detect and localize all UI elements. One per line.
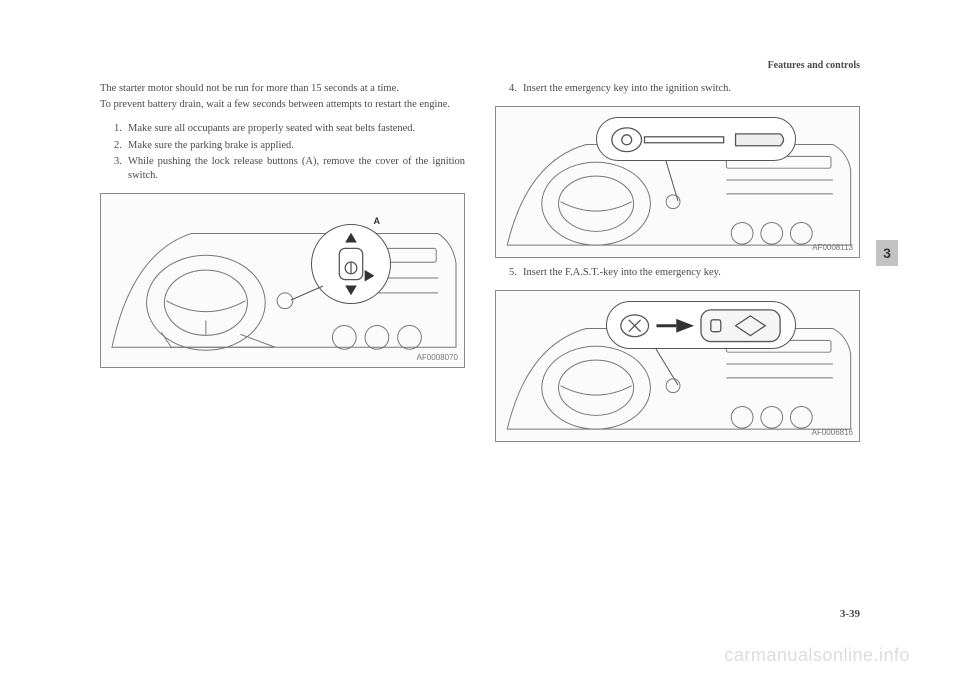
list-number: 1. bbox=[114, 122, 128, 136]
figure-code: AF0008070 bbox=[417, 353, 458, 364]
dashboard-illustration-icon bbox=[101, 194, 464, 367]
list-text: Make sure all occupants are properly sea… bbox=[128, 122, 465, 136]
callout-circle: A bbox=[311, 224, 391, 304]
callout-box bbox=[596, 117, 796, 161]
watermark: carmanualsonline.info bbox=[724, 645, 910, 666]
figure-code: AF0006816 bbox=[812, 428, 853, 439]
instruction-list: 5. Insert the F.A.S.T.-key into the emer… bbox=[495, 266, 860, 280]
list-text: While pushing the lock release buttons (… bbox=[128, 155, 465, 183]
paragraph: To prevent battery drain, wait a few sec… bbox=[100, 98, 465, 112]
emergency-key-icon bbox=[597, 118, 795, 162]
ignition-switch-icon bbox=[312, 225, 390, 303]
list-number: 2. bbox=[114, 139, 128, 153]
left-column: The starter motor should not be run for … bbox=[100, 82, 465, 450]
list-item: 2. Make sure the parking brake is applie… bbox=[114, 139, 465, 153]
list-number: 3. bbox=[114, 155, 128, 183]
content-columns: The starter motor should not be run for … bbox=[100, 82, 860, 450]
callout-label: A bbox=[374, 215, 381, 227]
section-header: Features and controls bbox=[768, 60, 860, 71]
chapter-tab: 3 bbox=[876, 240, 898, 266]
callout-box bbox=[606, 301, 796, 349]
figure-ignition-cover: A AF0008070 bbox=[100, 193, 465, 368]
list-item: 3. While pushing the lock release button… bbox=[114, 155, 465, 183]
list-text: Make sure the parking brake is applied. bbox=[128, 139, 465, 153]
right-column: 4. Insert the emergency key into the ign… bbox=[495, 82, 860, 450]
paragraph: The starter motor should not be run for … bbox=[100, 82, 465, 96]
figure-fast-key: AF0006816 bbox=[495, 290, 860, 442]
list-text: Insert the emergency key into the igniti… bbox=[523, 82, 860, 96]
list-item: 1. Make sure all occupants are properly … bbox=[114, 122, 465, 136]
list-text: Insert the F.A.S.T.-key into the emergen… bbox=[523, 266, 860, 280]
manual-page: Features and controls The starter motor … bbox=[100, 60, 860, 620]
instruction-list: 1. Make sure all occupants are properly … bbox=[100, 122, 465, 183]
page-number: 3-39 bbox=[840, 608, 860, 620]
list-item: 5. Insert the F.A.S.T.-key into the emer… bbox=[509, 266, 860, 280]
list-number: 4. bbox=[509, 82, 523, 96]
list-number: 5. bbox=[509, 266, 523, 280]
figure-code: AF0008113 bbox=[812, 243, 853, 254]
instruction-list: 4. Insert the emergency key into the ign… bbox=[495, 82, 860, 96]
figure-emergency-key: AF0008113 bbox=[495, 106, 860, 258]
list-item: 4. Insert the emergency key into the ign… bbox=[509, 82, 860, 96]
fast-key-icon bbox=[607, 302, 795, 349]
